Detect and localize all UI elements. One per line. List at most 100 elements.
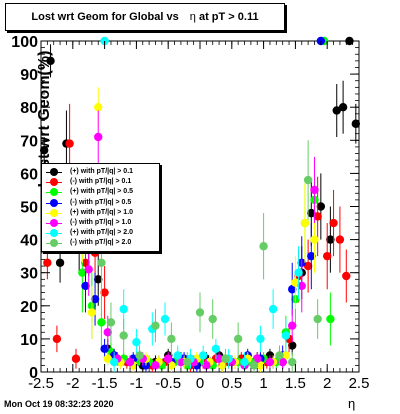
data-point (71, 354, 81, 363)
data-point (103, 354, 112, 363)
data-point (125, 357, 135, 367)
series-7 (97, 140, 322, 372)
y-tick-label: 80 (20, 100, 38, 117)
data-point (211, 344, 221, 354)
chart-title-suffix: at pT > 0.11 (198, 11, 259, 23)
data-point (176, 357, 186, 367)
data-point (84, 265, 93, 274)
legend-label: (+) with pT/|q| > 2.0 (70, 229, 134, 237)
y-tick-label: 40 (20, 233, 38, 250)
data-point (313, 212, 322, 221)
data-point (288, 285, 297, 294)
data-point (65, 139, 74, 148)
data-point (90, 294, 100, 304)
data-point (167, 334, 176, 344)
chart-title-text: Lost wrt Geom for Global vs (31, 11, 179, 23)
legend-label: (+) with pT/|q| > 0.5 (70, 188, 134, 196)
data-point (268, 304, 278, 314)
data-point (208, 314, 217, 324)
y-tick-label: 0 (29, 365, 38, 382)
data-point (265, 357, 275, 367)
data-point (94, 132, 103, 142)
data-point (240, 357, 249, 367)
data-point (345, 36, 354, 46)
data-point (119, 331, 128, 340)
data-point (94, 275, 103, 284)
data-point (100, 344, 109, 354)
data-point (253, 354, 262, 363)
data-point (303, 175, 313, 185)
data-point (313, 314, 322, 324)
data-point (151, 361, 160, 370)
data-point (332, 106, 341, 115)
y-tick-label: 10 (20, 332, 38, 349)
data-point (43, 258, 52, 267)
data-point (221, 354, 230, 363)
data-point (52, 334, 62, 344)
data-point (164, 354, 173, 363)
data-point (326, 314, 335, 324)
data-point (326, 235, 335, 244)
data-point (167, 361, 176, 370)
data-point (100, 288, 109, 297)
data-point (198, 351, 208, 360)
y-tick-label: 90 (20, 67, 38, 84)
legend-marker (50, 239, 58, 248)
legend-entry: (-) with pT/|q| > 0.5 (42, 198, 159, 208)
x-axis-title: η (348, 396, 356, 411)
data-point (303, 261, 313, 271)
legend-entry: (+) with pT/|q| > 1.0 (42, 208, 159, 218)
legend-entry: (+) with pT/|q| > 2.0 (42, 228, 159, 238)
legend-label: (-) with pT/|q| > 0.1 (70, 178, 132, 186)
data-point (351, 119, 361, 128)
legend-entry: (-) with pT/|q| > 0.1 (42, 177, 159, 187)
x-tick-label: -2 (66, 375, 79, 392)
legend-entry: (+) with pT/|q| > 0.1 (42, 167, 159, 177)
data-point (281, 331, 291, 340)
data-point (160, 314, 170, 324)
data-point (183, 357, 192, 367)
legend-entry: (-) with pT/|q| > 1.0 (42, 218, 159, 228)
x-tick-label: 0 (196, 375, 204, 392)
data-point (214, 354, 224, 363)
data-point (335, 235, 345, 244)
x-tick-label: -1 (130, 375, 143, 392)
legend-label: (+) with pT/|q| > 1.0 (70, 208, 134, 216)
data-point (78, 268, 87, 277)
legend-marker (50, 219, 58, 227)
data-point (256, 361, 265, 370)
legend-marker (50, 198, 58, 207)
timestamp: Mon Oct 19 08:32:23 2020 (4, 399, 114, 409)
chart-title-eta: η (189, 11, 196, 23)
y-tick-label: 100 (11, 34, 38, 51)
y-tick-label: 70 (20, 133, 38, 150)
data-point (249, 361, 259, 370)
data-point (218, 361, 227, 370)
legend-entry: (-) with pT/|q| > 2.0 (42, 238, 159, 248)
data-point (310, 235, 319, 244)
chart-title: Lost wrt Geom for Global vs η at pT > 0.… (5, 3, 285, 31)
data-point (259, 242, 268, 251)
data-point (97, 258, 106, 267)
data-point (173, 351, 182, 360)
legend-label: (-) with pT/|q| > 2.0 (70, 239, 132, 247)
data-point (55, 258, 65, 267)
legend-label: (-) with pT/|q| > 0.5 (70, 198, 132, 206)
data-point (97, 318, 106, 327)
axis-layer: -2.5 -2 -1.5 -1 -0.5 0 0.5 1 1.5 2 2.5 0 10 20 30 40 50 6… (11, 34, 369, 392)
data-point (233, 334, 243, 344)
data-point (275, 351, 284, 360)
data-point (81, 281, 90, 291)
x-tick-label: -1.5 (92, 375, 118, 392)
data-point (297, 281, 306, 291)
data-point (256, 334, 265, 344)
y-tick-label: 60 (20, 166, 38, 183)
data-point (300, 218, 310, 228)
data-point (291, 278, 300, 287)
legend-marker (50, 188, 58, 197)
data-point (310, 185, 319, 195)
data-point (307, 251, 316, 261)
data-point (338, 103, 348, 112)
legend-marker (50, 178, 58, 187)
data-point (132, 338, 141, 347)
